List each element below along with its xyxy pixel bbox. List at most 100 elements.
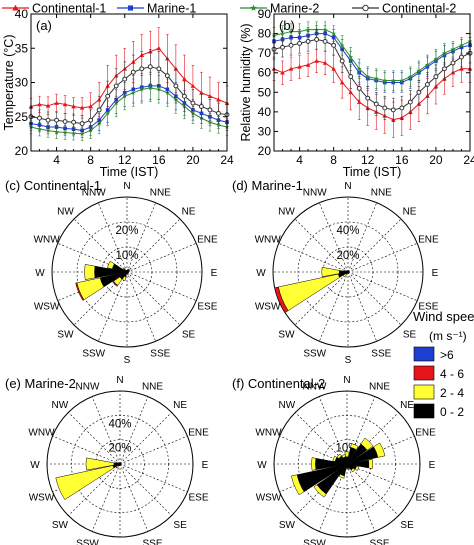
- wedge: [321, 266, 340, 278]
- spoke: [126, 271, 156, 342]
- direction-label: WSW: [29, 493, 55, 504]
- wedge: [373, 442, 386, 458]
- data-point: [105, 93, 111, 99]
- data-point: [305, 38, 311, 44]
- windrose: 20%40%NNNENEENEEESESESSESSSWSWWSWWWNWNWN…: [5, 375, 209, 545]
- data-point: [399, 78, 405, 83]
- data-point: [207, 119, 213, 125]
- y-tick-label: 40: [15, 7, 29, 21]
- spoke: [347, 271, 402, 326]
- data-point: [190, 83, 196, 88]
- y-tick-label: 35: [15, 41, 29, 55]
- ring-label: 10%: [115, 250, 138, 262]
- data-point: [339, 80, 345, 85]
- wedge: [344, 269, 347, 272]
- direction-label: W: [257, 460, 267, 471]
- data-point: [382, 105, 388, 111]
- data-point: [45, 127, 51, 133]
- direction-label: NW: [57, 206, 74, 217]
- data-point: [54, 117, 60, 123]
- direction-label: SW: [278, 330, 295, 341]
- legend-marker: [127, 5, 134, 11]
- spoke: [347, 202, 377, 273]
- data-point: [390, 78, 396, 83]
- data-point: [122, 76, 128, 82]
- direction-label: E: [429, 460, 436, 471]
- data-point: [156, 86, 162, 92]
- direction-label: E: [211, 268, 218, 279]
- wind-legend-title: Wind speed: [413, 309, 474, 324]
- direction-label: ENE: [188, 427, 209, 438]
- wedge: [344, 451, 350, 458]
- direction-label: S: [124, 355, 131, 366]
- wind-legend-unit: (m s⁻¹): [429, 329, 467, 343]
- legend-item: Continental-1: [2, 2, 106, 16]
- spoke: [347, 271, 418, 301]
- data-point: [216, 122, 221, 128]
- spoke: [68, 412, 121, 465]
- data-point: [305, 27, 311, 32]
- data-point: [373, 101, 379, 107]
- y-tick-label: 25: [15, 110, 29, 124]
- direction-label: NE: [182, 206, 196, 217]
- x-axis-label: Time (IST): [343, 165, 402, 179]
- data-point: [331, 42, 337, 48]
- data-point: [71, 119, 77, 125]
- wedge: [116, 461, 119, 464]
- data-point: [356, 99, 362, 104]
- data-point: [156, 45, 162, 51]
- direction-label: SE: [400, 520, 414, 531]
- data-point: [399, 105, 405, 111]
- wedge: [354, 465, 360, 471]
- y-tick-label: 80: [258, 27, 272, 41]
- windrose-title: (c) Continental-1: [5, 178, 101, 193]
- data-point: [199, 90, 204, 95]
- data-point: [288, 29, 294, 34]
- wedge: [128, 268, 131, 271]
- wind-legend-label: 4 - 6: [440, 367, 464, 381]
- legend-marker: [250, 4, 257, 11]
- data-point: [331, 66, 336, 71]
- spoke: [119, 412, 172, 465]
- data-point: [314, 58, 319, 63]
- wedge: [112, 280, 119, 287]
- y-tick-label: 60: [258, 66, 272, 80]
- data-point: [339, 58, 345, 64]
- wedge: [332, 455, 338, 462]
- spoke: [119, 463, 188, 493]
- direction-label: SSW: [303, 539, 326, 545]
- data-point: [139, 66, 145, 72]
- wedge: [128, 270, 130, 272]
- x-tick-label: 20: [186, 153, 200, 167]
- wedge: [107, 260, 115, 270]
- direction-label: NNE: [142, 381, 163, 392]
- direction-label: NNE: [371, 188, 392, 199]
- spoke: [347, 271, 377, 342]
- series-line: [273, 60, 470, 121]
- series-line: [30, 87, 228, 135]
- y-tick-label: 40: [258, 105, 272, 119]
- data-point: [441, 66, 447, 72]
- direction-label: N: [123, 181, 130, 192]
- data-point: [322, 38, 328, 44]
- ring-label: 20%: [115, 225, 138, 237]
- data-point: [156, 66, 162, 72]
- data-point: [348, 74, 354, 80]
- direction-label: SSW: [76, 539, 99, 545]
- x-tick-label: 8: [87, 153, 94, 167]
- series: [28, 27, 230, 121]
- data-point: [331, 31, 337, 36]
- wedge: [84, 264, 96, 280]
- wedge: [350, 443, 359, 451]
- wedge: [274, 286, 289, 314]
- wind-legend-label: >6: [440, 348, 454, 362]
- direction-label: WNW: [255, 427, 282, 438]
- data-point: [45, 103, 51, 108]
- direction-label: ESE: [189, 493, 209, 504]
- y-axis-label: Temperature (°C): [2, 35, 16, 131]
- data-point: [407, 99, 413, 105]
- x-tick-label: 20: [429, 153, 443, 167]
- direction-label: WSW: [34, 301, 60, 312]
- x-tick-label: 24: [463, 153, 474, 167]
- direction-label: NNW: [76, 381, 100, 392]
